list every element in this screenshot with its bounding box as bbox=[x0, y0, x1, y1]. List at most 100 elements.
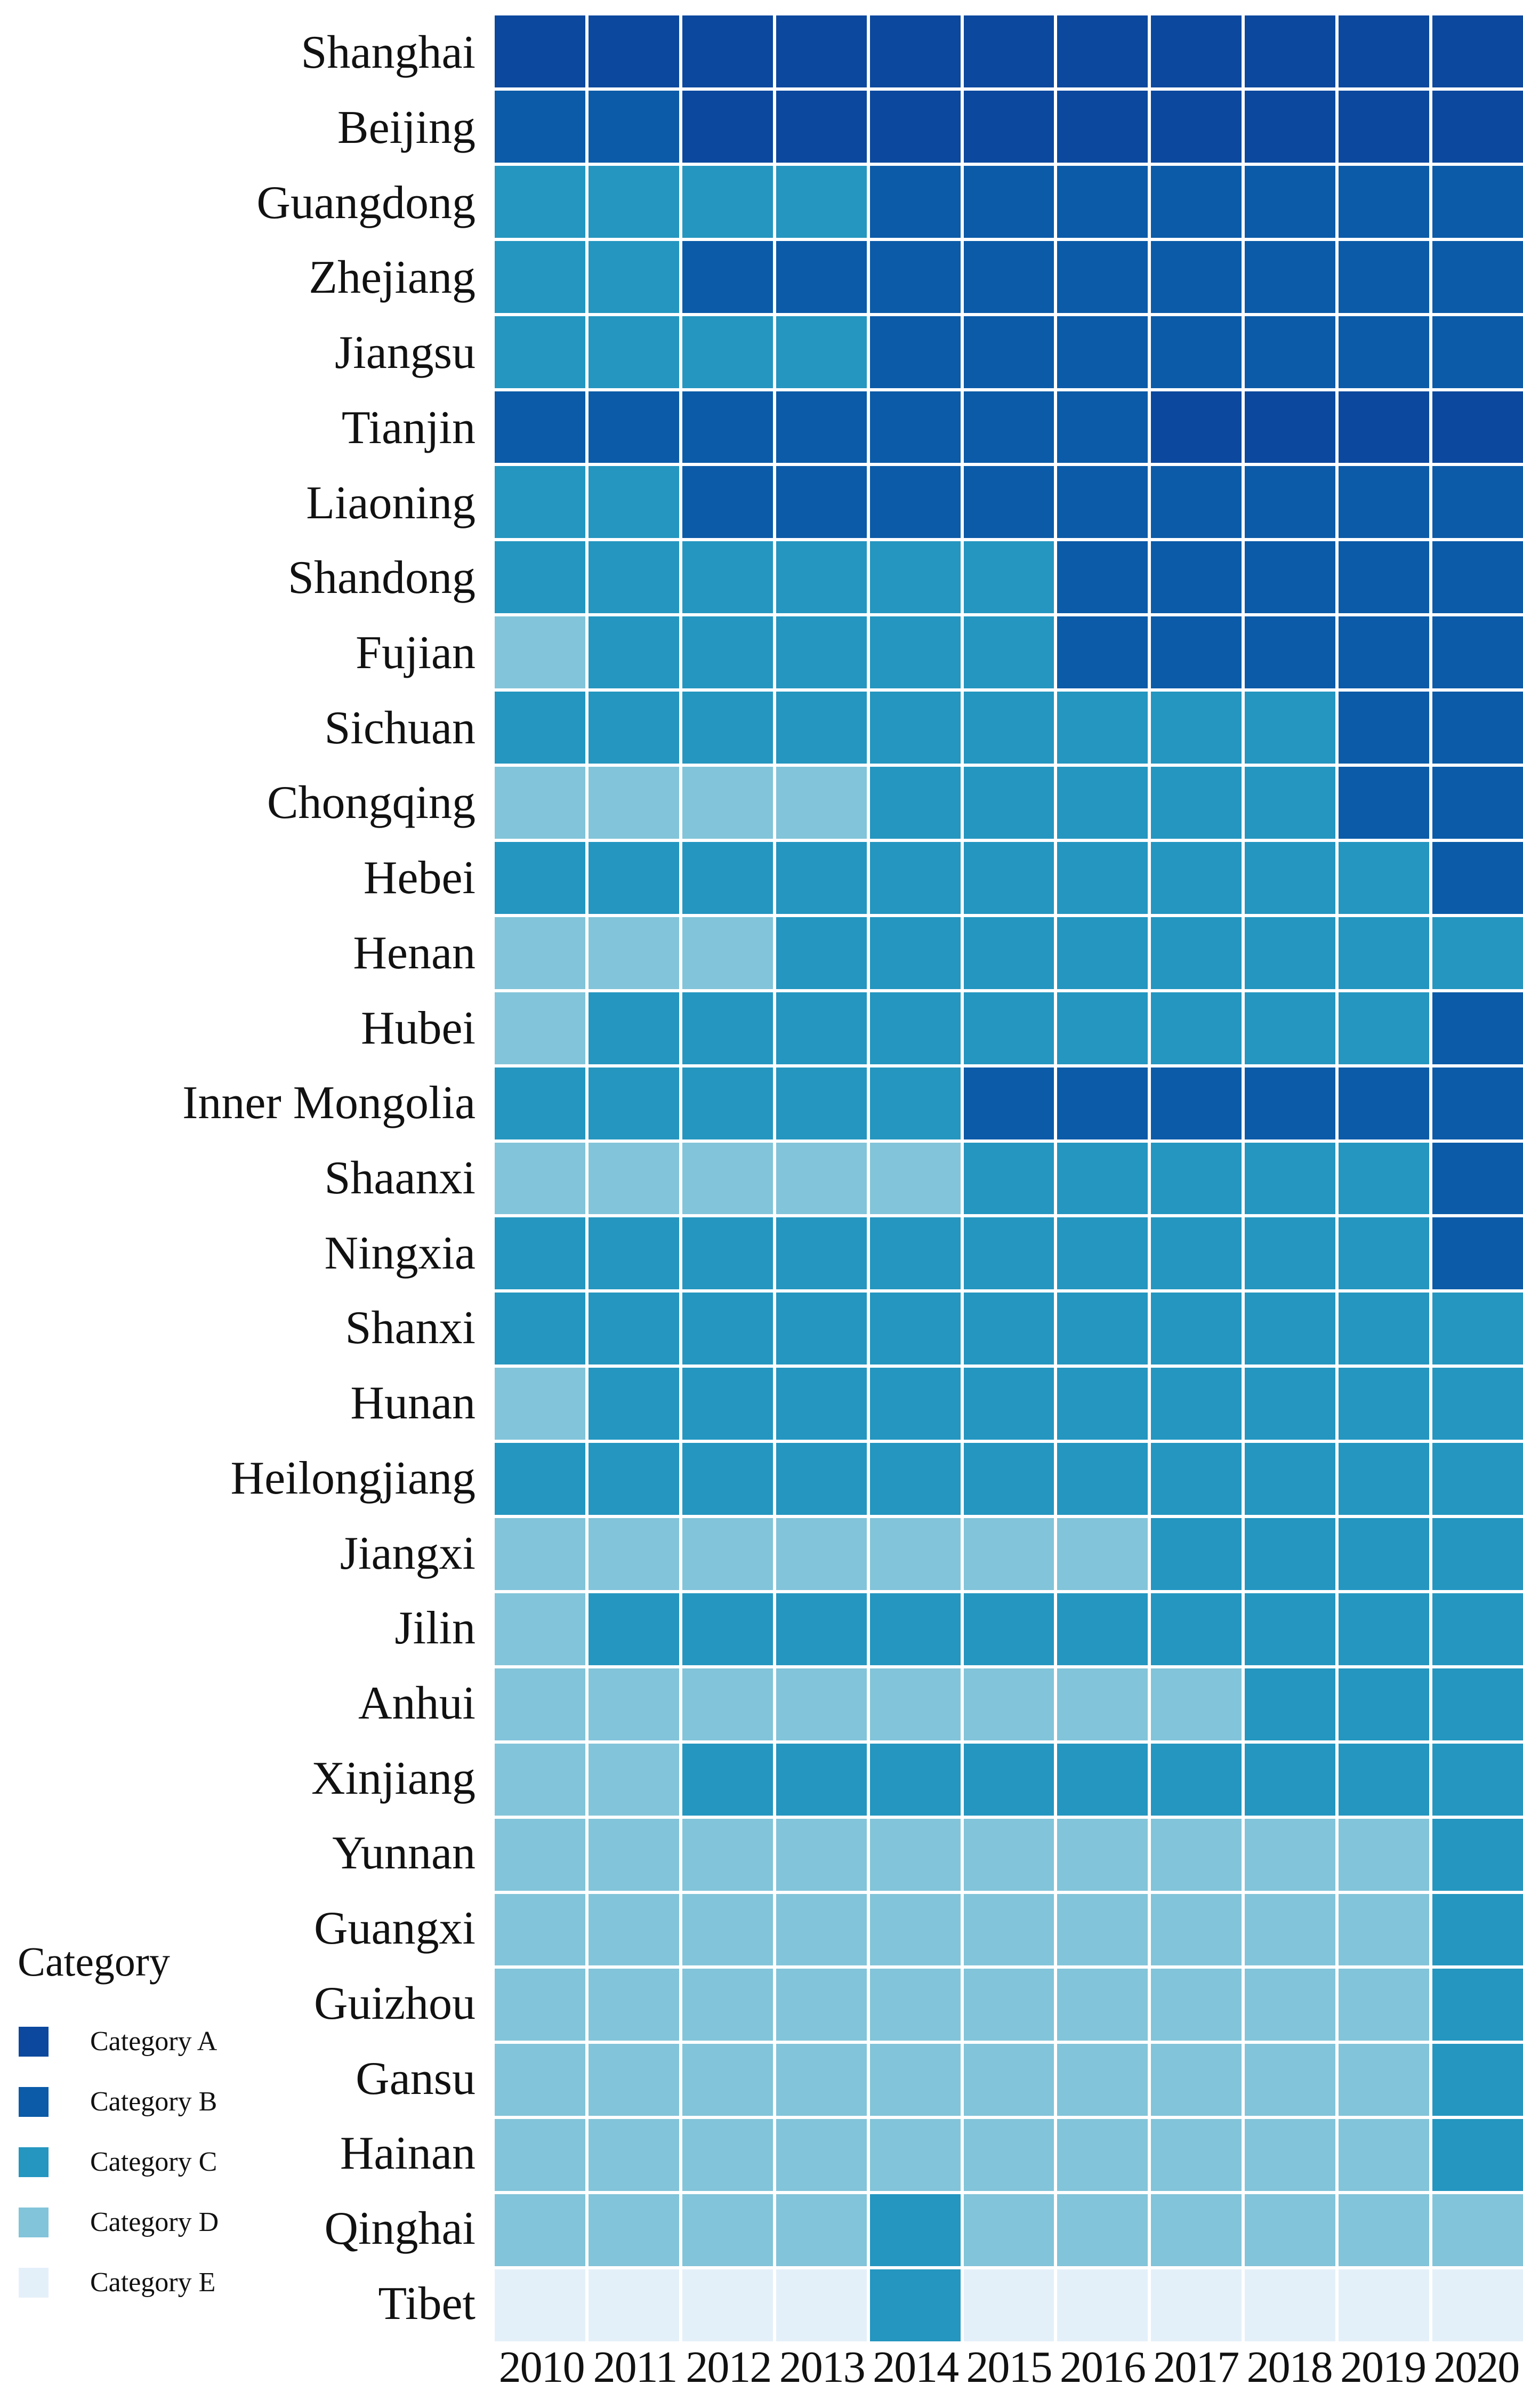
heatmap-cell bbox=[1057, 917, 1148, 989]
heatmap-cell bbox=[869, 2044, 961, 2116]
heatmap-cell bbox=[1339, 1293, 1430, 1365]
heatmap-cell bbox=[588, 992, 679, 1064]
row-label: Zhejiang bbox=[309, 252, 476, 304]
heatmap-cell bbox=[1057, 1818, 1148, 1891]
heatmap-cell bbox=[869, 616, 961, 689]
heatmap-cell bbox=[588, 767, 679, 839]
heatmap-cell bbox=[1339, 1818, 1430, 1891]
heatmap-cell bbox=[495, 1668, 585, 1740]
heatmap-cell bbox=[1432, 1217, 1523, 1290]
heatmap-cell bbox=[776, 1217, 867, 1290]
heatmap-cell bbox=[588, 1518, 679, 1590]
heatmap-cell bbox=[1245, 240, 1336, 313]
heatmap-cell bbox=[776, 2044, 867, 2116]
heatmap-cell bbox=[682, 1668, 773, 1740]
heatmap-cell bbox=[869, 1818, 961, 1891]
heatmap-cell bbox=[682, 692, 773, 764]
heatmap-cell bbox=[1245, 165, 1336, 238]
heatmap-cell bbox=[963, 992, 1054, 1064]
heatmap-cell bbox=[495, 165, 585, 238]
heatmap-cell bbox=[588, 841, 679, 914]
heatmap-cell bbox=[1432, 2269, 1523, 2341]
heatmap-cell bbox=[682, 917, 773, 989]
row-label: Hubei bbox=[360, 1002, 476, 1054]
heatmap-cell bbox=[1339, 316, 1430, 388]
heatmap-cell bbox=[588, 1067, 679, 1139]
heatmap-cell bbox=[776, 2269, 867, 2341]
heatmap-cell bbox=[588, 1668, 679, 1740]
heatmap-cell bbox=[1151, 466, 1242, 539]
heatmap-cell bbox=[963, 1893, 1054, 1966]
heatmap-cell bbox=[1432, 240, 1523, 313]
heatmap-cell bbox=[1057, 841, 1148, 914]
heatmap-cell bbox=[963, 2269, 1054, 2341]
heatmap-cell bbox=[1432, 1818, 1523, 1891]
heatmap-cell bbox=[1432, 2194, 1523, 2267]
heatmap-cell bbox=[963, 90, 1054, 163]
heatmap-cell bbox=[963, 1743, 1054, 1816]
heatmap-cell bbox=[588, 391, 679, 463]
heatmap-cell bbox=[776, 316, 867, 388]
year-label: 2017 bbox=[1153, 2342, 1239, 2392]
heatmap-cell bbox=[776, 15, 867, 87]
heatmap-cell bbox=[682, 1593, 773, 1665]
heatmap-cell bbox=[588, 165, 679, 238]
heatmap-cell bbox=[869, 1743, 961, 1816]
heatmap-cell bbox=[963, 616, 1054, 689]
heatmap-cell bbox=[588, 2194, 679, 2267]
heatmap-cell bbox=[963, 1518, 1054, 1590]
heatmap-cell bbox=[682, 1743, 773, 1816]
heatmap-cell bbox=[1432, 90, 1523, 163]
heatmap-cell bbox=[1245, 466, 1336, 539]
heatmap-cell bbox=[869, 15, 961, 87]
heatmap-cell bbox=[682, 1818, 773, 1891]
row-label: Guizhou bbox=[313, 1977, 476, 2029]
row-label: Gansu bbox=[356, 2052, 476, 2105]
heatmap-cell bbox=[495, 316, 585, 388]
heatmap-cell bbox=[1151, 1368, 1242, 1440]
heatmap-cell bbox=[869, 1142, 961, 1215]
heatmap-cell bbox=[776, 1293, 867, 1365]
heatmap-cell bbox=[776, 391, 867, 463]
heatmap-cell bbox=[869, 692, 961, 764]
heatmap-cell bbox=[495, 541, 585, 614]
heatmap-cell bbox=[1245, 541, 1336, 614]
heatmap-cell bbox=[1339, 1217, 1430, 1290]
heatmap-cell bbox=[1057, 1368, 1148, 1440]
heatmap-cell bbox=[1339, 2119, 1430, 2192]
heatmap-cell bbox=[869, 1217, 961, 1290]
heatmap-cell bbox=[588, 240, 679, 313]
heatmap-cell bbox=[869, 316, 961, 388]
legend-item: Category E bbox=[13, 2261, 482, 2305]
heatmap-cell bbox=[682, 466, 773, 539]
heatmap-cell bbox=[1057, 541, 1148, 614]
province-axis-labels: Shanghai Beijing Guangdong Zhejiang Jiangsu T… bbox=[0, 15, 479, 2341]
heatmap-cell bbox=[1057, 1067, 1148, 1139]
heatmap-cell bbox=[1057, 2269, 1148, 2341]
heatmap-cell bbox=[1432, 692, 1523, 764]
heatmap-cell bbox=[776, 165, 867, 238]
heatmap-cell bbox=[1432, 616, 1523, 689]
year-label: 2011 bbox=[593, 2342, 678, 2392]
heatmap-cell bbox=[1339, 1443, 1430, 1515]
heatmap-cell bbox=[1057, 1443, 1148, 1515]
heatmap-cell bbox=[869, 466, 961, 539]
heatmap-cell bbox=[1151, 616, 1242, 689]
heatmap-cell bbox=[1151, 917, 1242, 989]
heatmap-cell bbox=[1057, 767, 1148, 839]
heatmap-cell bbox=[869, 841, 961, 914]
heatmap-cell bbox=[682, 541, 773, 614]
heatmap-cell bbox=[1432, 15, 1523, 87]
heatmap-cell bbox=[869, 1518, 961, 1590]
heatmap-cell bbox=[682, 1893, 773, 1966]
heatmap-cell bbox=[1151, 1593, 1242, 1665]
row-label: Jiangxi bbox=[340, 1527, 476, 1579]
heatmap-cell bbox=[1245, 767, 1336, 839]
row-label: Anhui bbox=[358, 1677, 476, 1729]
heatmap-cell bbox=[495, 1969, 585, 2041]
heatmap-cell bbox=[963, 1443, 1054, 1515]
heatmap-cell bbox=[588, 1443, 679, 1515]
heatmap-cell bbox=[495, 2269, 585, 2341]
heatmap-cell bbox=[1057, 2119, 1148, 2192]
year-label: 2014 bbox=[873, 2342, 959, 2392]
